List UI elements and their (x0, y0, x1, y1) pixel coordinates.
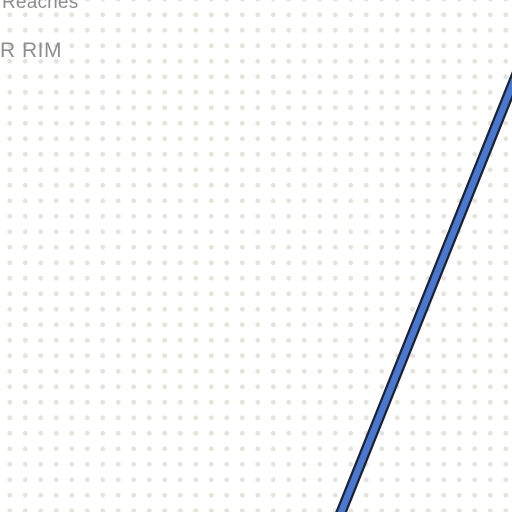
place-label-reaches: Reaches (2, 0, 79, 13)
road-line[interactable] (337, 46, 512, 512)
place-label-rim: R RIM (0, 39, 62, 62)
road-casing (335, 71, 512, 512)
